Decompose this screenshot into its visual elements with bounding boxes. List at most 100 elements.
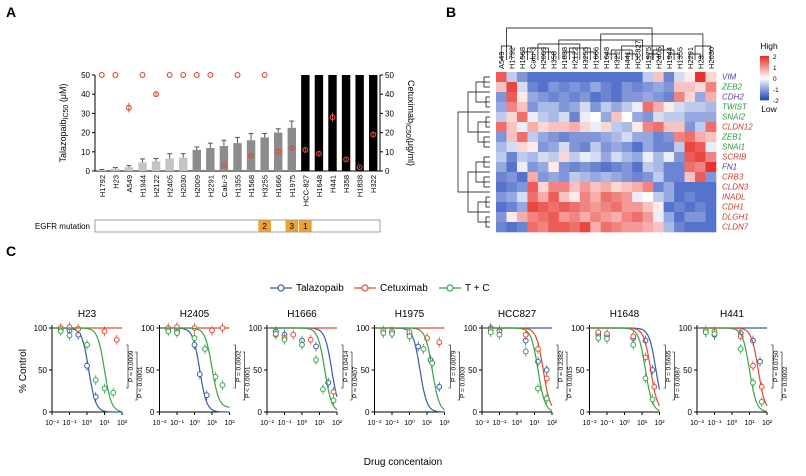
heatmap-cell <box>621 102 633 113</box>
data-point-tal <box>203 392 210 399</box>
heatmap-cell <box>590 92 602 103</box>
heatmap-cell <box>621 82 633 93</box>
subplot-x-tick-label: 10¹ <box>637 420 648 427</box>
data-point-tal <box>313 343 319 350</box>
heatmap-cell <box>632 182 643 193</box>
heatmap-cell <box>611 142 623 153</box>
heatmap-cell <box>621 92 633 103</box>
heatmap-row-label: TWIST <box>722 103 748 112</box>
heatmap-cell <box>506 172 518 183</box>
legend-gradient-step <box>760 58 769 61</box>
heatmap-column-label: H1975 <box>644 47 653 69</box>
heatmap-cell <box>516 92 528 103</box>
data-point-tc <box>406 333 413 340</box>
heatmap-cell <box>496 182 507 193</box>
subplot-x-tick-label: 10⁰ <box>512 419 523 427</box>
subplot-x-tick-label: 10² <box>762 420 773 427</box>
legend-gradient-step <box>760 71 769 74</box>
heatmap-cell <box>496 112 507 123</box>
heatmap-cell <box>579 192 591 203</box>
fit-curve-tc <box>374 327 445 411</box>
heatmap-cell <box>642 112 654 123</box>
p-value-label: P = 0.0015 <box>567 366 574 398</box>
heatmap-cell <box>642 212 654 223</box>
subplot-x-tick-label: 10⁻² <box>368 420 382 427</box>
subplot-x-tick-label: 10⁻¹ <box>63 420 77 427</box>
subplot-y-tick-label: 0 <box>580 408 585 417</box>
data-point-tc <box>380 330 387 336</box>
heatmap-cell <box>674 102 685 113</box>
heatmap-cell <box>684 172 696 183</box>
data-point-tc <box>219 382 226 389</box>
x-tick-label: H1838 <box>356 175 365 197</box>
heatmap-cell <box>705 132 717 143</box>
x-tick-label: HCC-827 <box>301 175 310 206</box>
heatmap-cell <box>611 192 623 203</box>
p-value-label: P = 0.0750 <box>773 350 780 382</box>
heatmap-cell <box>621 142 633 153</box>
heatmap-cell <box>496 122 507 133</box>
cetuximab-point <box>248 152 255 159</box>
heatmap-cell <box>621 172 633 183</box>
heatmap-cell <box>558 222 570 233</box>
heatmap-column-label: H23 <box>696 55 705 69</box>
heatmap-cell <box>621 192 633 203</box>
heatmap-cell <box>558 92 570 103</box>
heatmap-cell <box>590 142 602 153</box>
heatmap-cell <box>579 142 591 153</box>
significance-bracket <box>556 344 559 389</box>
heatmap-column-label: H322 <box>612 51 621 69</box>
data-point-tc <box>389 330 395 337</box>
heatmap-cell <box>516 222 528 233</box>
heatmap-cell <box>642 82 654 93</box>
heatmap-cell <box>496 212 507 223</box>
heatmap-cell <box>695 222 706 233</box>
heatmap-cell <box>548 102 560 113</box>
mutation-cell-label: 1 <box>303 222 308 231</box>
x-tick-label: H23 <box>111 175 120 189</box>
heatmap-column-label: A549 <box>497 51 506 69</box>
talazopaib-bar <box>192 149 201 171</box>
heatmap-cell <box>527 72 539 83</box>
heatmap-cell <box>516 202 528 213</box>
heatmap-cell <box>516 212 528 223</box>
heatmap-cell <box>684 162 696 173</box>
heatmap-cell <box>674 212 685 223</box>
panel-label-a: A <box>6 4 16 20</box>
heatmap-cell <box>653 102 664 113</box>
heatmap-cell <box>506 162 518 173</box>
heatmap-cell <box>558 162 570 173</box>
x-tick-label: H322 <box>369 175 378 193</box>
fit-curve-cet <box>482 327 553 407</box>
dose-response-subplot: H1666 0 50 100 10⁻² 10⁻¹ 10⁰ 10¹ 10² P = 0.0414P … <box>249 309 359 427</box>
data-point-tc <box>420 346 427 352</box>
legend-tick-label: 0 <box>773 76 777 83</box>
heatmap-cell <box>516 122 528 133</box>
subplot-title: H1648 <box>610 309 640 320</box>
subplot-y-tick-label: 100 <box>464 324 478 333</box>
x-tick-label: H1975 <box>288 175 297 197</box>
cetuximab-point <box>153 91 160 98</box>
heatmap-cell <box>579 102 591 113</box>
heatmap-row-label: SCRIB <box>722 153 747 162</box>
cetuximab-point <box>275 148 282 155</box>
heatmap-cell <box>548 192 560 203</box>
data-point-tal <box>84 362 90 369</box>
significance-bracket <box>341 344 344 389</box>
heatmap-cell <box>579 152 591 163</box>
subplot-x-tick-label: 10⁻² <box>153 420 167 427</box>
heatmap-cell <box>527 82 539 93</box>
y-axis-label: % Control <box>18 349 29 393</box>
heatmap-cell <box>537 122 549 133</box>
data-point-tal <box>757 358 763 365</box>
heatmap-cell <box>695 182 706 193</box>
heatmap-cell <box>506 212 518 223</box>
talazopaib-bar <box>97 170 106 171</box>
heatmap-cell <box>569 112 581 123</box>
heatmap-cell <box>558 72 570 83</box>
heatmap-cell <box>548 162 560 173</box>
heatmap-cell <box>569 152 581 163</box>
heatmap-column-label: HCC827 <box>633 40 642 69</box>
left-y-tick-label: 0 <box>86 167 91 176</box>
